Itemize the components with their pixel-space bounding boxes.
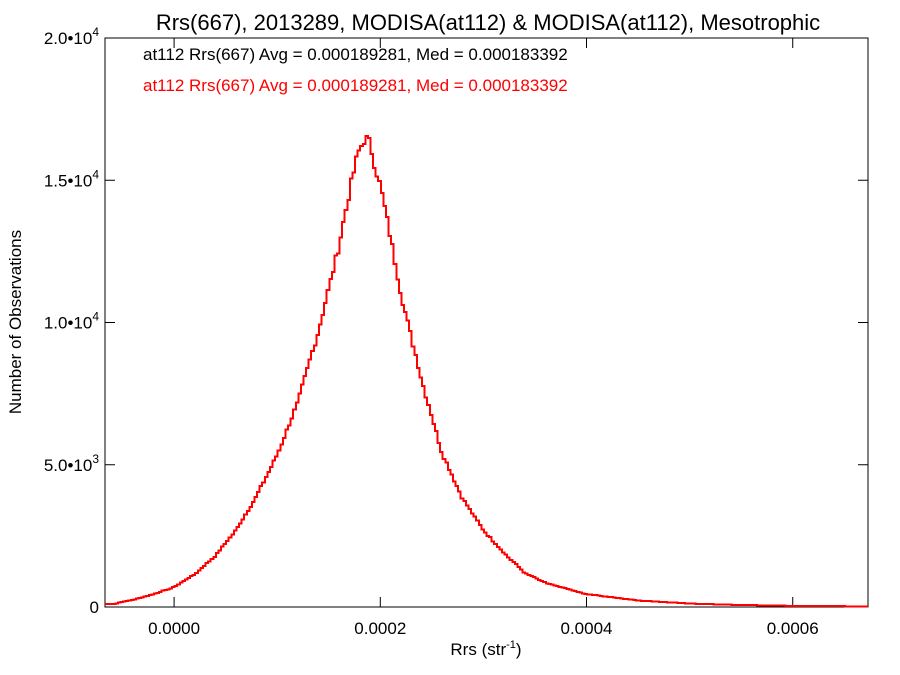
y-tick-label-exp: 4 — [92, 167, 99, 181]
chart-title: Rrs(667), 2013289, MODISA(at112) & MODIS… — [156, 10, 820, 35]
y-tick-label: 5.0•103 — [44, 452, 100, 475]
y-tick-label-base: 2.0•10 — [44, 29, 93, 48]
y-tick-label-base: 0 — [90, 598, 99, 617]
x-tick-label: 0.0006 — [767, 619, 819, 638]
y-tick-label-base: 1.5•10 — [44, 171, 93, 190]
x-tick-label: 0.0004 — [561, 619, 613, 638]
y-axis-label: Number of Observations — [6, 230, 25, 414]
y-tick-label-base: 5.0•10 — [44, 456, 93, 475]
y-tick-label: 1.5•104 — [44, 167, 100, 190]
y-tick-label: 2.0•104 — [44, 25, 100, 48]
x-tick-label: 0.0000 — [148, 619, 200, 638]
x-axis-label-main: Rrs (str — [450, 640, 506, 659]
annotation-red: at112 Rrs(667) Avg = 0.000189281, Med = … — [143, 76, 568, 95]
y-tick-label-exp: 4 — [92, 310, 99, 324]
annotation-black: at112 Rrs(667) Avg = 0.000189281, Med = … — [143, 45, 568, 64]
x-axis-label-sup: -1 — [506, 639, 516, 651]
histogram-series-line — [105, 135, 868, 608]
plot-frame — [104, 37, 869, 608]
x-axis-label-close: ) — [516, 640, 522, 659]
y-tick-label: 1.0•104 — [44, 310, 100, 333]
x-axis-ticks: 0.0000 0.0002 0.0004 0.0006 — [148, 38, 819, 638]
x-tick-label: 0.0002 — [354, 619, 406, 638]
y-tick-label: 0 — [90, 598, 99, 617]
y-tick-label-base: 1.0•10 — [44, 314, 93, 333]
y-tick-label-exp: 3 — [92, 452, 99, 466]
y-tick-label-exp: 4 — [92, 25, 99, 39]
x-axis-label: Rrs (str-1) — [450, 639, 521, 659]
